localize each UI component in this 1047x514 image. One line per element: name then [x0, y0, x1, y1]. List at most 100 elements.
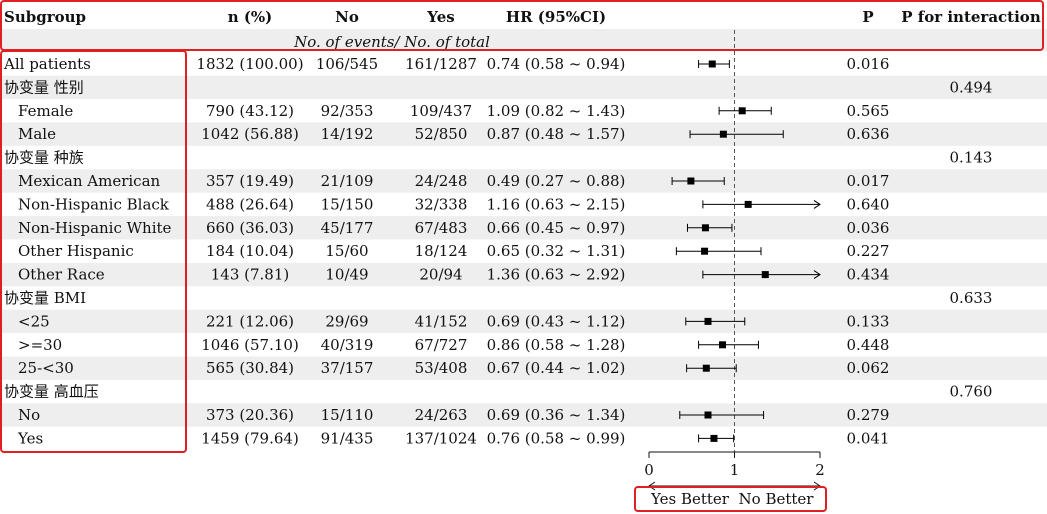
cell-p: 0.636 [847, 125, 890, 143]
point-estimate [702, 364, 710, 372]
cell-p-interaction: 0.143 [950, 149, 993, 167]
cell-n: 221 (12.06) [206, 312, 294, 330]
cell-n: 790 (43.12) [206, 102, 294, 120]
cell-hr: 0.86 (0.58 ~ 1.28) [487, 336, 626, 354]
cell-n: 1046 (57.10) [201, 336, 299, 354]
cell-hr: 1.09 (0.82 ~ 1.43) [487, 102, 626, 120]
header-no: No [335, 8, 359, 26]
cell-yes: 20/94 [419, 266, 462, 284]
header-n: n (%) [228, 8, 273, 26]
cell-p: 0.640 [847, 195, 890, 213]
header-p: P [862, 8, 873, 26]
table-row: Other Race 143 (7.81) 10/49 20/94 1.36 (0.63… [18, 266, 889, 284]
axis-label-left: Yes Better [650, 490, 730, 508]
table-row: 协变量 BMI 0.633 [4, 289, 992, 307]
cell-n: 660 (36.03) [206, 219, 294, 237]
header-subgroup: Subgroup [4, 8, 86, 26]
cell-hr: 0.65 (0.32 ~ 1.31) [487, 242, 626, 260]
cell-p: 0.017 [847, 172, 890, 190]
cell-subgroup: 协变量 高血压 [4, 383, 99, 401]
row-stripe [0, 216, 1047, 240]
cell-n: 1459 (79.64) [201, 429, 299, 447]
cell-n: 565 (30.84) [206, 359, 294, 377]
cell-n: 357 (19.49) [206, 172, 294, 190]
cell-subgroup: No [18, 406, 40, 424]
cell-subgroup: <25 [18, 312, 50, 330]
cell-no: 15/110 [321, 406, 374, 424]
table-row: Other Hispanic 184 (10.04) 15/60 18/124 0.65… [18, 242, 889, 260]
cell-p-interaction: 0.760 [950, 383, 993, 401]
cell-yes: 24/263 [415, 406, 468, 424]
table-row: Female 790 (43.12) 92/353 109/437 1.09 (0.82… [18, 102, 889, 120]
cell-hr: 0.66 (0.45 ~ 0.97) [487, 219, 626, 237]
cell-hr: 1.16 (0.63 ~ 2.15) [487, 195, 626, 213]
forest-marks [671, 60, 821, 443]
table-row: 协变量 性别 0.494 [4, 78, 992, 96]
cell-no: 21/109 [321, 172, 374, 190]
table-rows: All patients 1832 (100.00) 106/545 161/1287… [3, 55, 992, 447]
cell-subgroup: Other Race [18, 266, 105, 284]
cell-no: 14/192 [321, 125, 374, 143]
highlight-box-axis-label [634, 486, 827, 512]
cell-subgroup: 协变量 BMI [4, 289, 86, 307]
cell-p-interaction: 0.494 [950, 78, 993, 96]
cell-subgroup: 25-<30 [18, 359, 74, 377]
cell-no: 106/545 [316, 55, 378, 73]
cell-p: 0.448 [847, 336, 890, 354]
table-row: No 373 (20.36) 15/110 24/263 0.69 (0.36 ~ 1.… [18, 406, 889, 424]
table-row: Yes 1459 (79.64) 91/435 137/1024 0.76 (0.58 … [17, 429, 889, 447]
cell-subgroup: >=30 [18, 336, 62, 354]
cell-yes: 67/727 [415, 336, 468, 354]
cell-no: 15/150 [321, 195, 374, 213]
cell-n: 373 (20.36) [206, 406, 294, 424]
cell-hr: 0.74 (0.58 ~ 0.94) [487, 55, 626, 73]
subheader-events: No. of events/ No. of total [293, 33, 490, 51]
x-axis: 0 1 2 Yes Better No Better [644, 451, 825, 508]
cell-p: 0.279 [847, 406, 890, 424]
cell-no: 92/353 [321, 102, 374, 120]
cell-subgroup: Male [18, 125, 56, 143]
ci-arrow [813, 270, 821, 280]
table-row: Male 1042 (56.88) 14/192 52/850 0.87 (0.48 ~… [18, 125, 889, 143]
axis-tick-label: 0 [644, 461, 654, 479]
cell-yes: 52/850 [415, 125, 468, 143]
table-header: Subgroup n (%) No Yes HR (95%CI) P P for… [4, 8, 1041, 51]
cell-p: 0.041 [847, 429, 890, 447]
cell-subgroup: Mexican American [18, 172, 161, 190]
cell-yes: 67/483 [415, 219, 468, 237]
row-stripe [0, 122, 1047, 146]
header-yes: Yes [426, 8, 454, 26]
point-estimate [710, 434, 718, 442]
cell-yes: 24/248 [415, 172, 468, 190]
cell-yes: 137/1024 [405, 429, 477, 447]
cell-subgroup: 协变量 性别 [4, 78, 84, 96]
cell-yes: 32/338 [415, 195, 468, 213]
header-p-interaction: P for interaction [901, 8, 1041, 26]
cell-p: 0.227 [847, 242, 890, 260]
row-stripe [0, 309, 1047, 334]
cell-hr: 1.36 (0.63 ~ 2.92) [487, 266, 626, 284]
cell-n: 143 (7.81) [211, 266, 290, 284]
cell-p: 0.434 [847, 266, 890, 284]
cell-hr: 0.87 (0.48 ~ 1.57) [487, 125, 626, 143]
table-row: 协变量 种族 0.143 [4, 149, 992, 167]
point-estimate [701, 224, 709, 232]
cell-hr: 0.69 (0.36 ~ 1.34) [487, 406, 626, 424]
cell-no: 91/435 [321, 429, 374, 447]
cell-no: 40/319 [321, 336, 374, 354]
cell-hr: 0.76 (0.58 ~ 0.99) [487, 429, 626, 447]
ci-arrow [813, 199, 821, 209]
row-stripe [0, 75, 1047, 100]
cell-no: 10/49 [325, 266, 368, 284]
axis-tick-label: 1 [730, 461, 740, 479]
point-estimate [701, 247, 709, 255]
table-row: Mexican American 357 (19.49) 21/109 24/248 0… [18, 172, 889, 190]
cell-p: 0.036 [847, 219, 890, 237]
table-row: All patients 1832 (100.00) 106/545 161/1287… [3, 55, 889, 73]
row-stripes [0, 29, 1047, 427]
point-estimate [738, 107, 746, 115]
row-stripe [0, 356, 1047, 380]
cell-yes: 53/408 [415, 359, 468, 377]
cell-hr: 0.67 (0.44 ~ 1.02) [487, 359, 626, 377]
